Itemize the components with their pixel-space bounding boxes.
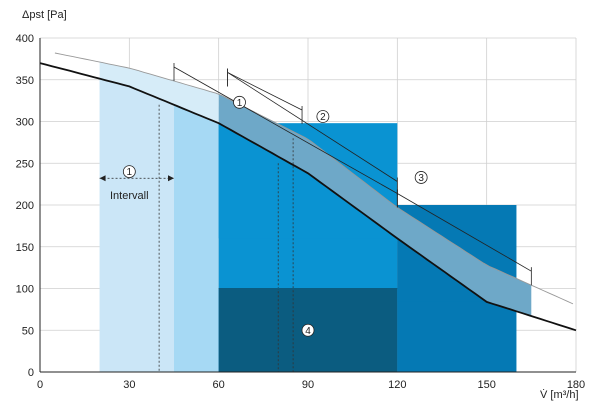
region-1 xyxy=(99,79,174,372)
region-cap-1 xyxy=(99,78,174,105)
interval-arrow-left xyxy=(99,175,106,182)
x-tick-label: 180 xyxy=(567,379,585,391)
callout-circle-1 xyxy=(233,95,246,109)
y-tick-label: 250 xyxy=(16,158,34,170)
chart-callouts: 1 2 3 1 4 xyxy=(122,95,428,337)
callout-circle-4 xyxy=(122,165,136,179)
x-tick-label: 120 xyxy=(388,379,406,391)
operating-curve xyxy=(39,62,577,332)
chart-regions xyxy=(40,53,576,372)
y-tick-label: 100 xyxy=(16,284,34,296)
x-tick-label: 150 xyxy=(477,379,495,391)
chart-brackets xyxy=(99,63,532,286)
y-tick-label: 400 xyxy=(16,33,34,45)
callout-label-1: 1 xyxy=(237,98,243,109)
x-tick-label: 90 xyxy=(302,379,314,391)
chart-curves xyxy=(39,52,577,332)
chart-ticks: 0 50 100 150 200 250 300 350 400 0 30 60 90 120 150 180 xyxy=(16,33,586,391)
x-tick-label: 60 xyxy=(213,379,225,391)
region-2 xyxy=(174,106,219,372)
y-tick-label: 300 xyxy=(16,117,34,129)
bracket-4-line xyxy=(397,193,532,272)
callout-label-2: 2 xyxy=(320,112,326,123)
bracket-3-line xyxy=(173,66,398,194)
callout-circle-2 xyxy=(316,110,330,123)
x-axis-label: V̇ [m³/h] xyxy=(540,388,579,401)
y-axis-label: Δpst [Pa] xyxy=(22,9,67,21)
callout-label-5: 4 xyxy=(305,326,311,337)
callout-circle-5 xyxy=(301,323,315,337)
callout-label-3: 3 xyxy=(418,173,424,184)
callout-circle-3 xyxy=(414,171,428,184)
band-highlight xyxy=(218,93,532,317)
y-tick-label: 150 xyxy=(16,242,34,254)
interval-label: Intervall xyxy=(110,190,149,202)
chart-axes xyxy=(39,38,576,373)
y-tick-label: 200 xyxy=(16,200,34,212)
bracket-1-line xyxy=(227,72,303,111)
y-tick-label: 0 xyxy=(28,367,34,379)
x-tick-label: 0 xyxy=(37,379,43,391)
region-cap-3 xyxy=(218,123,398,239)
region-cap-5 xyxy=(397,238,517,312)
y-tick-label: 50 xyxy=(22,325,34,337)
y-tick-label: 350 xyxy=(16,75,34,87)
band-light xyxy=(99,62,219,124)
callout-label-4: 1 xyxy=(127,167,133,178)
upper-curve xyxy=(54,52,574,305)
bracket-2-line xyxy=(227,72,398,182)
x-tick-label: 30 xyxy=(123,379,135,391)
interval-arrow-right xyxy=(168,175,174,182)
region-cap-2 xyxy=(174,104,219,124)
